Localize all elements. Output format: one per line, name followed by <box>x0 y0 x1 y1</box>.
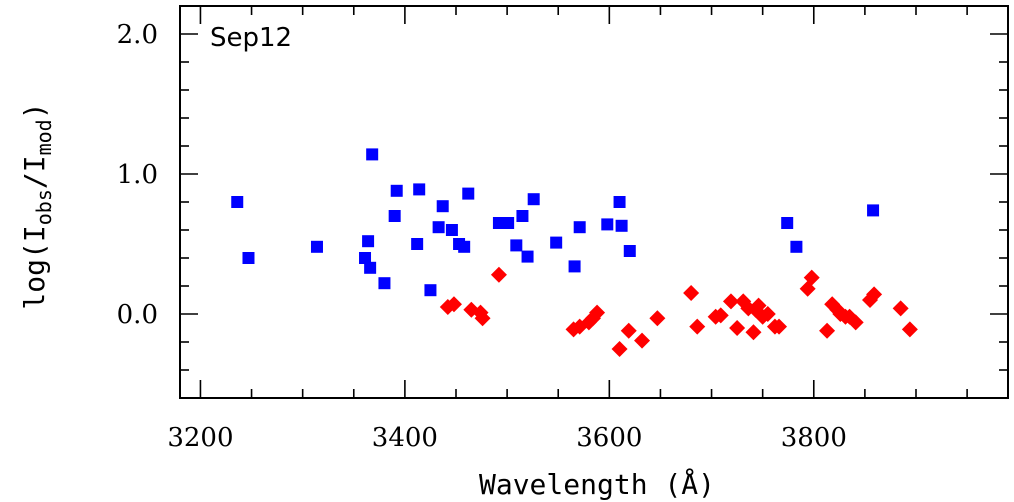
y-tick-label-2: 2.0 <box>117 20 158 50</box>
blue-data-point <box>516 210 529 222</box>
y-axis-label: log(Iobs/Imod) <box>18 102 56 309</box>
blue-data-point <box>458 240 471 253</box>
blue-data-point <box>359 252 372 264</box>
blue-data-point <box>364 261 377 274</box>
blue-data-point <box>613 196 626 208</box>
blue-data-point <box>521 250 534 263</box>
blue-data-point <box>502 217 515 229</box>
red-data-point <box>729 320 746 336</box>
blue-data-point <box>573 221 586 234</box>
red-data-point <box>722 293 739 310</box>
red-data-point <box>803 269 820 286</box>
panel-annotation: Sep12 <box>210 23 292 53</box>
x-axis-label: Wavelength (Å) <box>479 467 715 501</box>
y-tick-label-0: 0.0 <box>117 300 158 330</box>
blue-data-point <box>601 218 614 231</box>
blue-data-point <box>411 238 424 250</box>
blue-data-point <box>790 240 803 253</box>
blue-data-point <box>378 277 391 290</box>
red-data-point <box>689 318 706 335</box>
blue-data-point <box>867 204 880 217</box>
red-data-point <box>620 322 637 339</box>
blue-data-point <box>568 260 581 273</box>
blue-data-point <box>436 200 449 213</box>
blue-data-point <box>462 187 475 200</box>
y-tick-label-1: 1.0 <box>117 160 158 190</box>
blue-data-point <box>424 284 437 297</box>
x-tick-label-3800: 3800 <box>781 423 847 453</box>
blue-data-point <box>366 148 379 161</box>
blue-data-point <box>615 219 628 232</box>
data-points <box>231 148 918 357</box>
red-data-point <box>611 341 628 357</box>
red-data-point <box>771 318 788 335</box>
x-tick-label-3400: 3400 <box>372 423 438 453</box>
red-data-point <box>901 321 918 338</box>
x-tick-label-3200: 3200 <box>167 423 233 453</box>
blue-data-point <box>413 183 426 196</box>
red-data-point <box>847 314 864 331</box>
red-data-point <box>866 286 883 303</box>
blue-data-point <box>432 221 445 234</box>
red-data-point <box>745 324 762 341</box>
blue-data-point <box>510 239 523 252</box>
red-data-point <box>649 310 666 327</box>
blue-data-point <box>362 235 375 248</box>
blue-data-point <box>310 240 323 253</box>
red-data-point <box>474 310 491 327</box>
plot-frame <box>179 5 1009 399</box>
x-tick-label-3600: 3600 <box>576 423 642 453</box>
red-data-point <box>490 266 507 283</box>
blue-data-point <box>231 196 244 208</box>
axis-ticks <box>180 6 1008 398</box>
blue-data-point <box>388 210 401 222</box>
blue-data-point <box>390 184 403 197</box>
blue-data-point <box>242 252 255 264</box>
red-data-point <box>892 300 909 317</box>
blue-data-point <box>623 245 636 257</box>
red-data-point <box>712 307 729 324</box>
red-data-point <box>589 304 606 321</box>
blue-data-point <box>527 193 540 206</box>
red-data-point <box>445 296 462 313</box>
blue-data-point <box>550 236 563 249</box>
red-data-point <box>683 285 700 301</box>
red-data-point <box>759 306 776 322</box>
red-data-point <box>819 322 836 339</box>
blue-data-point <box>492 217 505 229</box>
blue-data-point <box>445 224 458 236</box>
blue-data-point <box>781 217 794 229</box>
red-data-point <box>634 332 651 349</box>
